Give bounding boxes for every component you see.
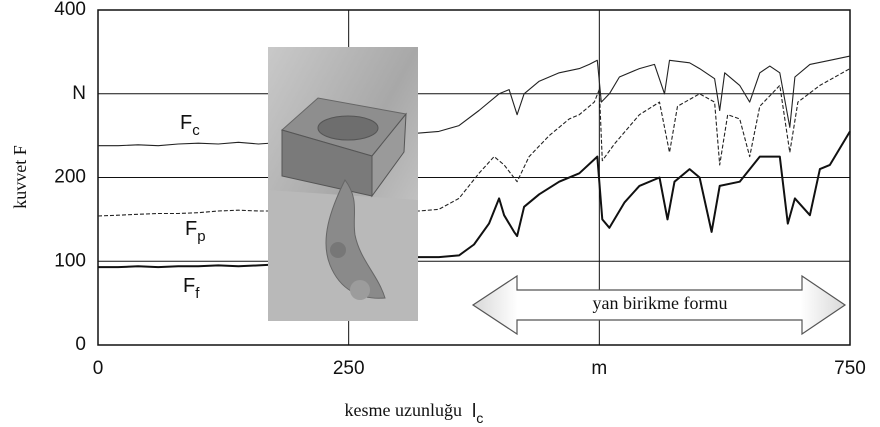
photo-inset (268, 47, 418, 321)
annotation-arrow: yan birikme formu (471, 274, 847, 336)
x-axis-label: kesme uzunluğu (345, 400, 462, 420)
plot-area: 0 100 200 N 400 0 250 m 750 (54, 0, 866, 379)
y-tick-label: 100 (54, 250, 86, 271)
series-label: Ff (183, 275, 200, 302)
plot-frame (97, 9, 851, 346)
x-tick-label: 0 (93, 358, 104, 379)
x-tick-label: m (591, 358, 607, 379)
y-tick-label: 400 (54, 0, 86, 20)
series-label: Fp (185, 218, 206, 245)
y-tick-label: N (72, 83, 86, 104)
y-tick-label: 200 (54, 167, 86, 188)
x-axis-symbol: lc (472, 401, 483, 427)
annotation: yan birikme formu (593, 293, 728, 313)
series-line (98, 130, 851, 269)
series-line (98, 55, 851, 147)
series-line (97, 68, 851, 217)
series-label: Fc (180, 112, 200, 139)
x-tick-label: 750 (834, 358, 866, 379)
y-axis-label: kuvvet F (10, 145, 30, 209)
y-tick-label: 0 (75, 334, 86, 355)
x-tick-label: 250 (333, 358, 365, 379)
